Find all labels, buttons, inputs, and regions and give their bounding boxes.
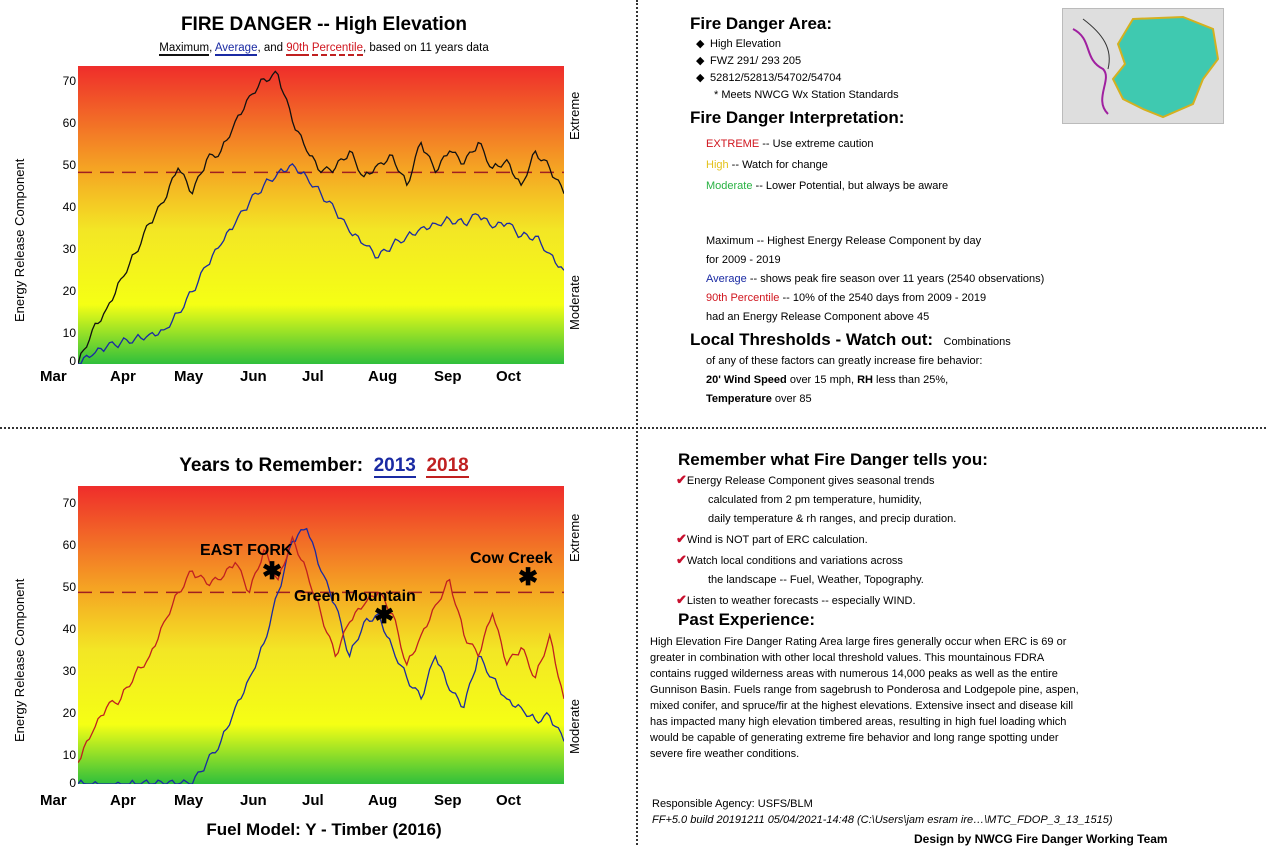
top-yticks: 70 60 50 40 30 20 10 0 [62, 74, 76, 368]
star-icon: ✱ [518, 564, 539, 591]
top-chart-moderate-label: Moderate [567, 275, 582, 330]
vertical-divider [636, 0, 638, 845]
top-chart-subtitle: Maximum, Average, and 90th Percentile, b… [159, 42, 489, 56]
bottom-yticks: 70 60 50 40 30 20 10 0 [62, 496, 76, 790]
star-icon: ✱ [262, 558, 283, 585]
top-chart-extreme-label: Extreme [567, 91, 582, 140]
bottom-chart-background [78, 486, 564, 784]
star-icon: ✱ [374, 602, 395, 629]
checkmark-icon: ✔ [676, 472, 687, 487]
list-item: ✔Listen to weather forecasts -- especial… [676, 592, 916, 607]
area-list: ◆ High Elevation ◆ FWZ 291/ 293 205 ◆ 52812… [696, 36, 899, 104]
interpretation-list: EXTREME -- Use extreme caution High -- W… [706, 138, 949, 192]
build-info: FF+5.0 build 20191211 05/04/2021-14:48 (… [652, 814, 1113, 826]
agency: Responsible Agency: USFS/BLM [652, 798, 813, 810]
checkmark-icon: ✔ [676, 531, 687, 546]
thresholds-heading: Local Thresholds - Watch out: Combinatio… [690, 330, 1011, 349]
top-chart-ylabel: Energy Release Component [12, 158, 27, 322]
interpretation-heading: Fire Danger Interpretation: [690, 108, 905, 127]
top-chart-plot [78, 66, 564, 364]
map-icon [1063, 9, 1223, 123]
list-item: ✔Watch local conditions and variations a… [676, 552, 903, 567]
horizontal-divider [0, 427, 1266, 429]
fire-label-east-fork: EAST FORK [200, 542, 293, 559]
thresholds-body: of any of these factors can greatly incr… [706, 355, 983, 405]
list-item: ✔Energy Release Component gives seasonal… [676, 472, 935, 487]
fuel-model-label: Fuel Model: Y - Timber (2016) [206, 820, 442, 839]
list-item: ◆ FWZ 291/ 293 205 [696, 55, 802, 67]
list-item: ◆ 52812/52813/54702/54704 [696, 72, 842, 84]
list-item: ✔Wind is NOT part of ERC calculation. [676, 531, 868, 546]
area-map-image [1062, 8, 1224, 124]
bottom-series-2013 [78, 527, 564, 784]
fire-label-green-mountain: Green Mountain [294, 588, 416, 605]
top-chart-background [78, 66, 564, 364]
fire-label-cow-creek: Cow Creek [470, 550, 553, 567]
bottom-chart-moderate-label: Moderate [567, 699, 582, 754]
area-heading: Fire Danger Area: [690, 14, 833, 33]
bottom-month-axis: Mar Apr May Jun Jul Aug Sep Oct [40, 792, 522, 809]
bottom-series-2018 [78, 535, 564, 764]
bottom-chart-ylabel: Energy Release Component [12, 578, 27, 742]
checkmark-icon: ✔ [676, 592, 687, 607]
checkmark-icon: ✔ [676, 552, 687, 567]
design-credit: Design by NWCG Fire Danger Working Team [914, 832, 1168, 846]
legend-explanation: Maximum -- Highest Energy Release Compon… [706, 235, 1045, 323]
top-month-axis: Mar Apr May Jun Jul Aug Sep Oct [40, 368, 522, 385]
bottom-chart-title: Years to Remember: 2013 2018 [179, 455, 469, 478]
past-heading: Past Experience: [678, 610, 816, 629]
top-series-average [78, 163, 564, 364]
top-chart-title: FIRE DANGER -- High Elevation [180, 14, 468, 35]
remember-heading: Remember what Fire Danger tells you: [678, 450, 988, 469]
area-note: * Meets NWCG Wx Station Standards [714, 89, 899, 101]
past-body: High Elevation Fire Danger Rating Area l… [650, 636, 1079, 760]
remember-list: ✔Energy Release Component gives seasonal… [676, 470, 956, 611]
bottom-chart-extreme-label: Extreme [567, 513, 582, 562]
top-series-maximum [78, 70, 564, 364]
bottom-chart-plot [78, 486, 564, 784]
list-item: ◆ High Elevation [696, 38, 781, 50]
